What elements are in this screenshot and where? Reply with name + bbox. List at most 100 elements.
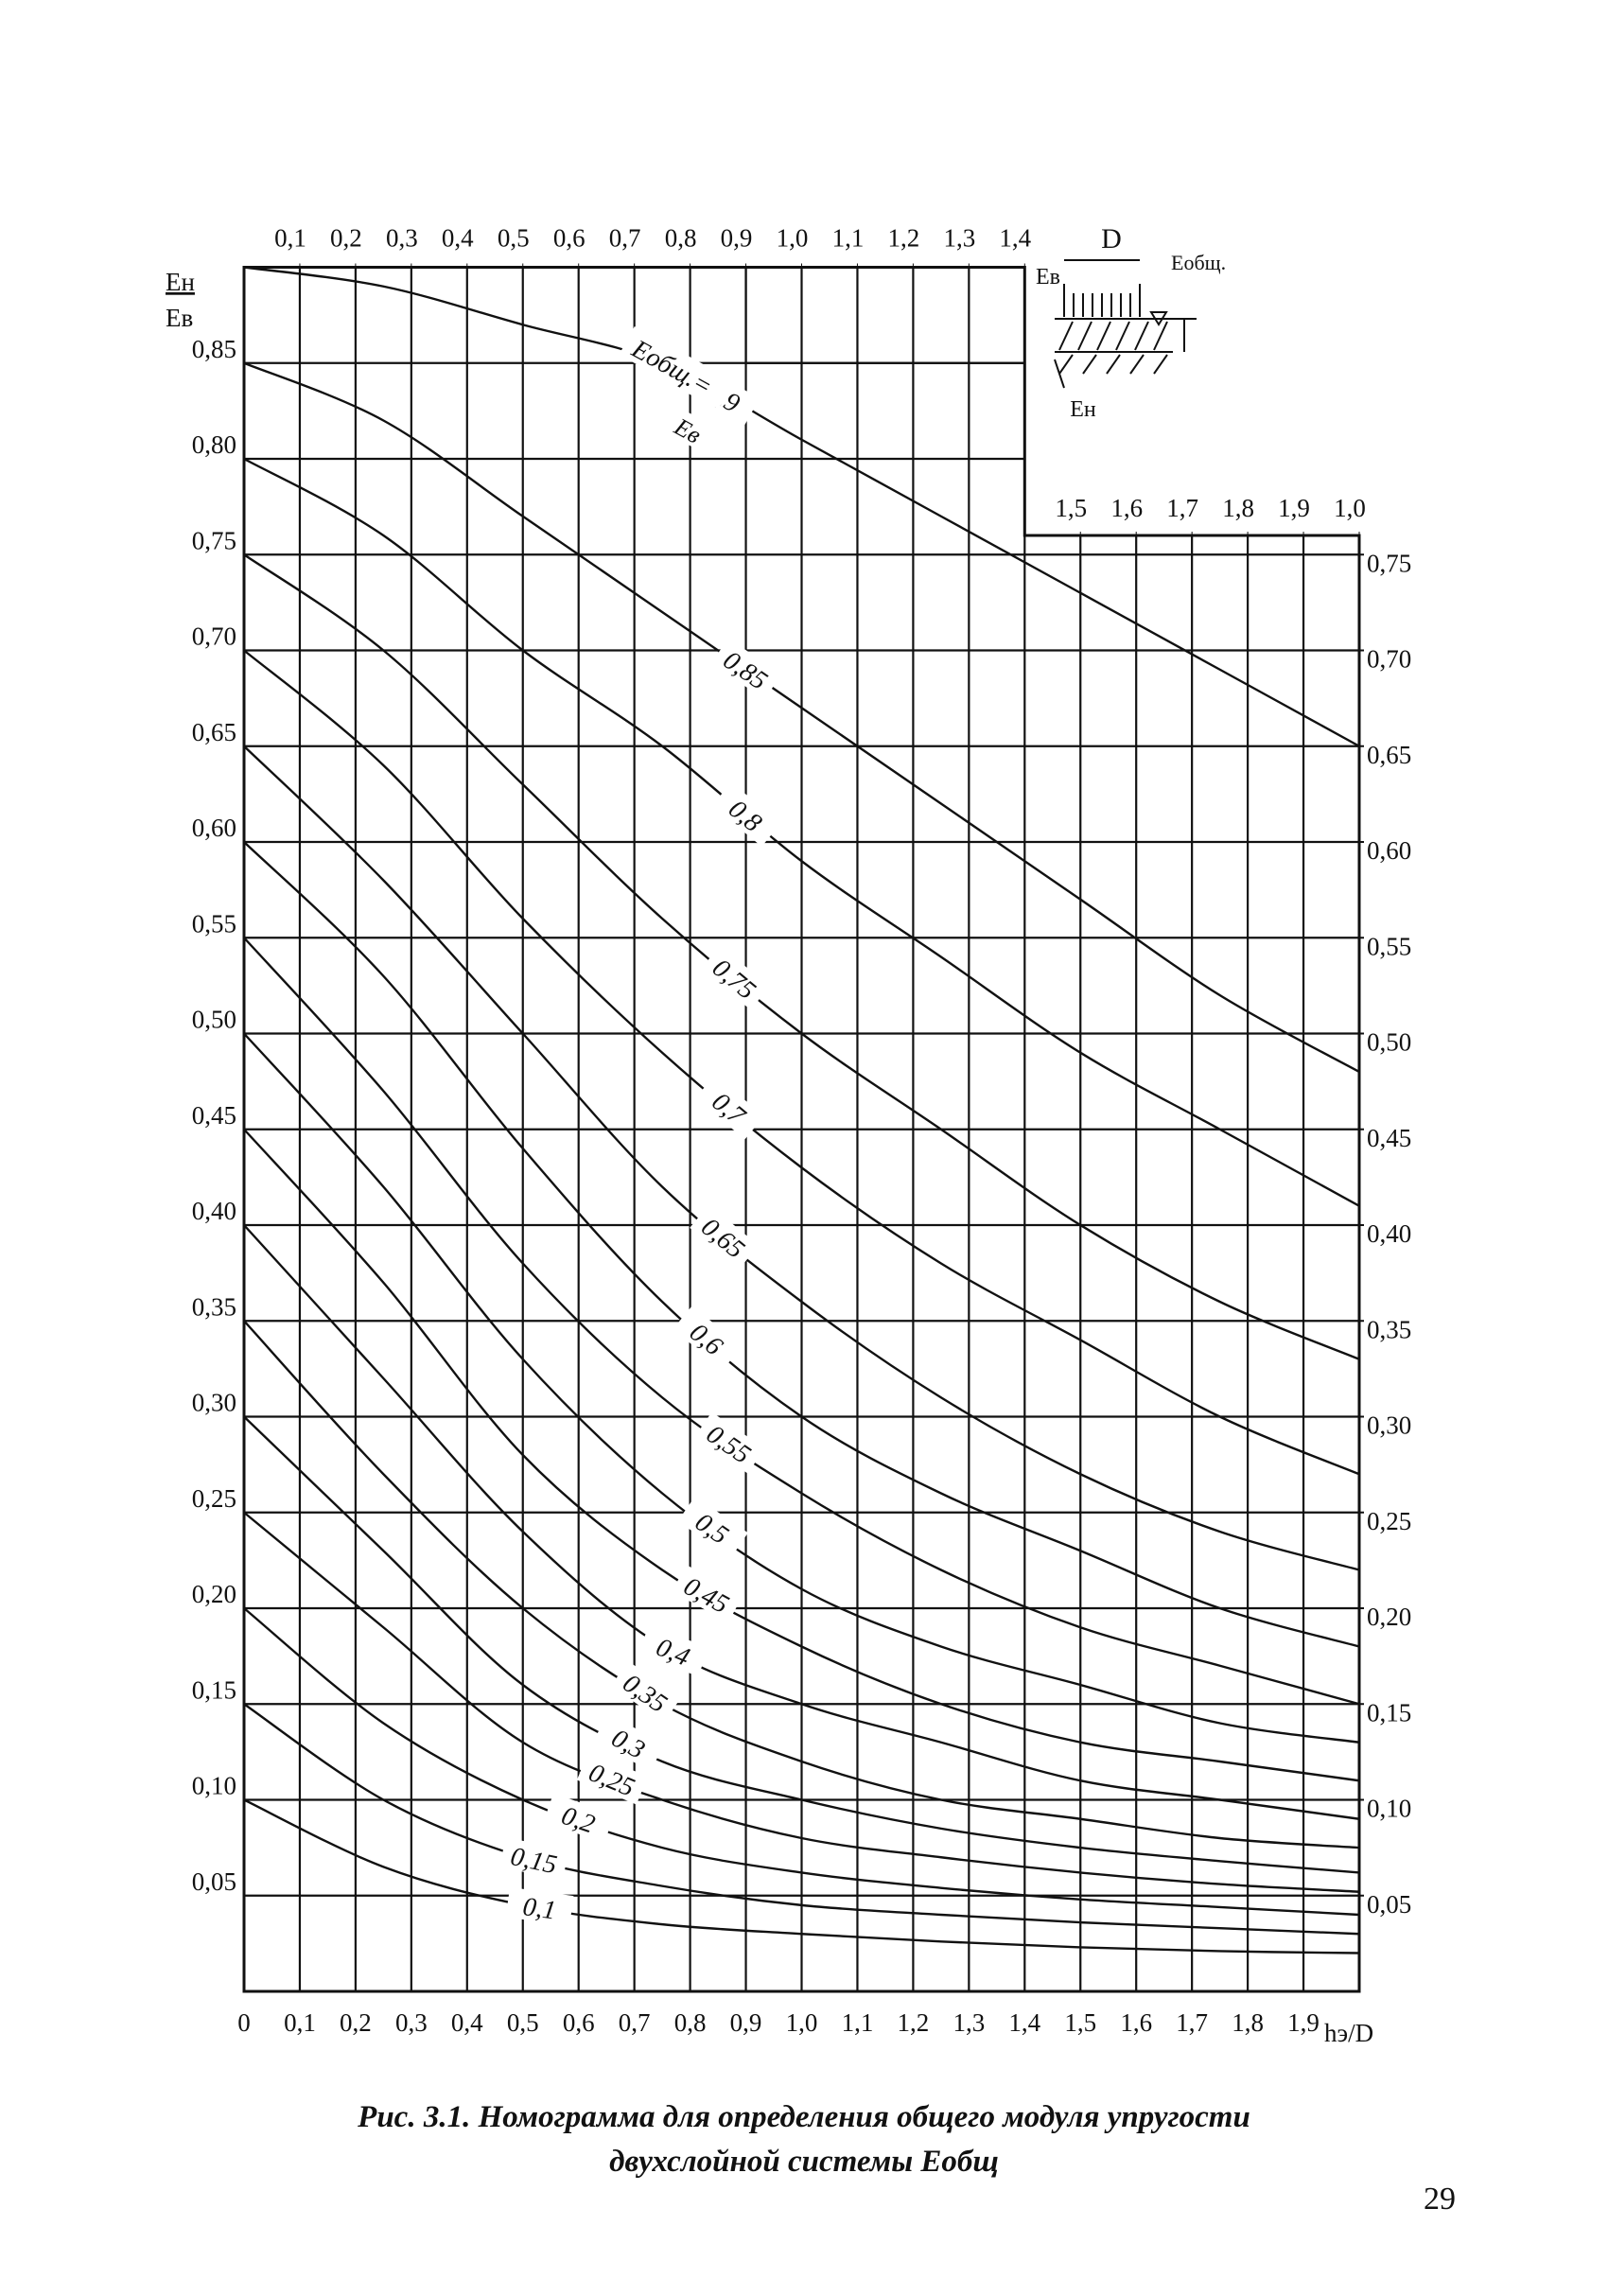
curve-label-group: 0,1 bbox=[505, 1886, 574, 1926]
label-background bbox=[667, 408, 715, 452]
caption-line: двухслойной системы Eобщ bbox=[609, 2145, 999, 2179]
annotation-group: Eобщ.= bbox=[619, 326, 735, 410]
x-tick-label: 1,3 bbox=[953, 2008, 985, 2037]
y2-tick-label: 0,05 bbox=[1367, 1890, 1411, 1919]
x2-tick-label: 1,1 bbox=[832, 224, 865, 253]
label-background bbox=[711, 781, 781, 847]
label-background bbox=[711, 638, 782, 700]
inset-eobsh: Eобщ. bbox=[1171, 251, 1226, 274]
y-tick-label: 0,70 bbox=[192, 622, 236, 651]
x-tick-label: 0,9 bbox=[730, 2008, 762, 2037]
x-tick-label: 1,9 bbox=[1287, 2008, 1320, 2037]
y2-tick-label: 0,45 bbox=[1367, 1124, 1411, 1152]
label-background bbox=[505, 1886, 574, 1926]
y-tick-label: 0,30 bbox=[192, 1389, 236, 1417]
x-tick-label: 0,7 bbox=[619, 2008, 651, 2037]
x2-tick-label: 0,3 bbox=[386, 224, 418, 253]
inner-box bbox=[744, 267, 1025, 364]
y-label-bottom: Eв bbox=[166, 304, 193, 332]
x2-tick-label: 0,8 bbox=[665, 224, 697, 253]
y2-tick-label: 0,75 bbox=[1367, 549, 1411, 577]
x-tick-label: 1,7 bbox=[1176, 2008, 1208, 2037]
y2-tick-label: 0,40 bbox=[1367, 1219, 1411, 1248]
annotation: Eобщ.= bbox=[626, 334, 717, 402]
label-background bbox=[695, 1075, 764, 1140]
y-tick-label: 0,10 bbox=[192, 1772, 236, 1800]
x2-tick-label: 0,7 bbox=[609, 224, 641, 253]
x-tick-label: 1,2 bbox=[898, 2008, 930, 2037]
y-tick-label: 0,50 bbox=[192, 1006, 236, 1034]
curve bbox=[243, 841, 1360, 1648]
inset-triangle bbox=[1149, 311, 1168, 326]
x-tick-label: 1,1 bbox=[842, 2008, 874, 2037]
x2-tick-label: 0,4 bbox=[442, 224, 474, 253]
y-tick-label: 0,35 bbox=[192, 1292, 236, 1321]
y-tick-label: 0,40 bbox=[192, 1197, 236, 1225]
curve-label-group: 0,15 bbox=[499, 1837, 569, 1880]
y-tick-label: 0,15 bbox=[192, 1675, 236, 1704]
x2-tick-label: 1,3 bbox=[943, 224, 975, 253]
curve-label: 0,1 bbox=[521, 1892, 558, 1925]
curve bbox=[243, 937, 1360, 1706]
curve bbox=[243, 1032, 1360, 1744]
x2-tick-label: 0,6 bbox=[553, 224, 586, 253]
grid bbox=[242, 266, 1361, 1993]
x2-tick-label: 1,8 bbox=[1222, 494, 1254, 522]
y2-tick-label: 0,10 bbox=[1367, 1795, 1411, 1823]
x-tick-label: 0 bbox=[237, 2008, 251, 2037]
page-number: 29 bbox=[1424, 2182, 1456, 2217]
x2-tick-label: 0,1 bbox=[274, 224, 306, 253]
x-tick-label: 0,5 bbox=[507, 2008, 539, 2037]
annotation-group: Eв bbox=[667, 408, 715, 452]
y2-tick-label: 0,70 bbox=[1367, 645, 1411, 674]
load-arrows bbox=[1073, 293, 1131, 317]
y2-tick-label: 0,15 bbox=[1367, 1698, 1411, 1726]
y2-tick-label: 0,20 bbox=[1367, 1603, 1411, 1631]
curve-label-group: 0,45 bbox=[672, 1565, 743, 1622]
y-tick-label: 0,20 bbox=[192, 1580, 236, 1608]
inset-diagram bbox=[1054, 259, 1197, 389]
y2-tick-label: 0,55 bbox=[1367, 932, 1411, 960]
x2-tick-label: 1,0 bbox=[1334, 494, 1366, 522]
x-tick-label: 0,4 bbox=[451, 2008, 483, 2037]
label-background bbox=[677, 1496, 748, 1558]
curve-label-group: 0,55 bbox=[694, 1411, 765, 1474]
y-tick-label: 0,45 bbox=[192, 1101, 236, 1130]
x-tick-label: 0,1 bbox=[284, 2008, 316, 2037]
label-background bbox=[673, 1306, 743, 1371]
x2-tick-label: 1,6 bbox=[1110, 494, 1143, 522]
curve bbox=[243, 1703, 1360, 1936]
label-background bbox=[543, 1793, 615, 1843]
y-label-top: Eн bbox=[166, 268, 195, 296]
curve bbox=[243, 745, 1360, 1571]
x2-tick-label: 1,2 bbox=[888, 224, 920, 253]
x2-tick-label: 1,5 bbox=[1055, 494, 1087, 522]
x2-tick-label: 0,5 bbox=[498, 224, 530, 253]
x-tick-label: 0,8 bbox=[674, 2008, 707, 2037]
x2-tick-label: 1,4 bbox=[999, 224, 1031, 253]
y-tick-label: 0,65 bbox=[192, 718, 236, 746]
curve bbox=[243, 1511, 1360, 1893]
y2-tick-label: 0,65 bbox=[1367, 741, 1411, 769]
inset-hatching bbox=[1058, 321, 1168, 375]
curve bbox=[243, 649, 1360, 1476]
label-background bbox=[638, 1623, 709, 1677]
x-tick-label: 0,6 bbox=[563, 2008, 595, 2037]
y-tick-label: 0,05 bbox=[192, 1867, 236, 1896]
y2-tick-label: 0,60 bbox=[1367, 836, 1411, 865]
curve bbox=[243, 1798, 1360, 1954]
x-tick-label: 0,3 bbox=[395, 2008, 428, 2037]
x2-tick-label: 1,0 bbox=[777, 224, 809, 253]
y-tick-label: 0,85 bbox=[192, 335, 236, 363]
label-background bbox=[610, 1660, 682, 1723]
inset-d: D bbox=[1101, 223, 1122, 254]
x2-tick-label: 1,9 bbox=[1278, 494, 1310, 522]
caption-line: Рис. 3.1. Номограмма для определения общ… bbox=[357, 2100, 1250, 2134]
label-background bbox=[672, 1565, 743, 1622]
curve bbox=[243, 1128, 1360, 1782]
curves bbox=[243, 266, 1360, 1954]
label-background bbox=[593, 1713, 665, 1772]
x-tick-label: 1,8 bbox=[1232, 2008, 1264, 2037]
x2-tick-label: 1,7 bbox=[1166, 494, 1198, 522]
